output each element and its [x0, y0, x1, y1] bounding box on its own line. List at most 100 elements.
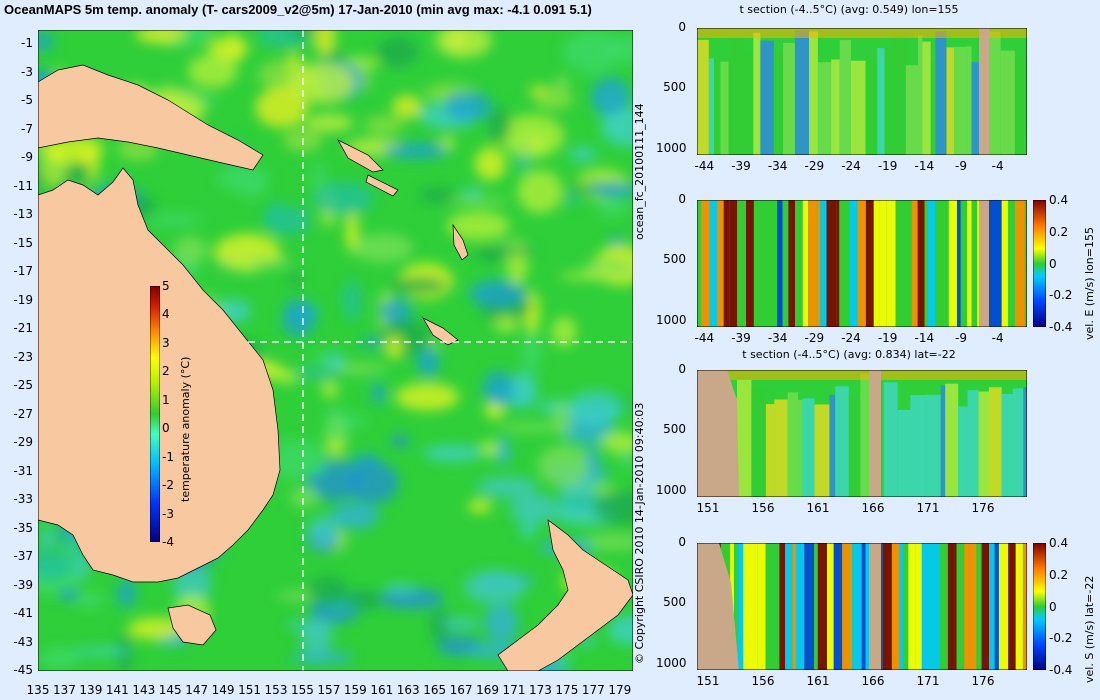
section-column [826, 200, 837, 327]
anomaly-patch [305, 113, 354, 132]
section-column [709, 200, 717, 327]
section-column [817, 543, 827, 670]
section4-colorbar-tick: 0 [1049, 599, 1057, 614]
map-y-tick: -35 [13, 520, 33, 535]
section-column [899, 543, 904, 670]
section-column [743, 543, 752, 670]
section-column [935, 31, 947, 155]
section-column [856, 399, 861, 497]
anomaly-patch [609, 235, 624, 246]
anomaly-patch [463, 187, 482, 198]
map-y-tick: -5 [21, 93, 33, 108]
section-column [765, 404, 775, 497]
section1-title: t section (-4..5°C) (avg: 0.549) lon=155 [739, 3, 959, 16]
anomaly-patch [601, 110, 633, 147]
section2-plot [697, 200, 1027, 327]
anomaly-patch [392, 95, 422, 119]
section-column [757, 543, 766, 670]
map-y-tick: -13 [13, 207, 33, 222]
map-x-tick: 169 [476, 683, 499, 697]
section-column [1008, 543, 1016, 670]
anomaly-patch [325, 352, 346, 368]
section-column [865, 543, 871, 670]
section-column [774, 543, 780, 670]
section1-x-tick: -24 [841, 159, 861, 173]
anomaly-patch [494, 438, 511, 465]
section-column [728, 39, 744, 155]
section-column [964, 543, 970, 670]
anomaly-patch [500, 114, 565, 158]
section-column [969, 543, 977, 670]
section-column [1024, 200, 1027, 327]
map-y-tick: -17 [13, 264, 33, 279]
anomaly-patch [59, 588, 79, 601]
section-column [1012, 388, 1024, 497]
anomaly-patch [345, 589, 384, 611]
section-column [820, 200, 827, 327]
anomaly-patch [73, 590, 105, 608]
map-x-tick: 171 [502, 683, 526, 697]
anomaly-patch [474, 147, 507, 181]
map-y-tick: -19 [13, 292, 33, 307]
anomaly-patch [348, 461, 399, 504]
section-column [946, 47, 955, 155]
section-column [716, 200, 724, 327]
anomaly-patch [188, 54, 238, 88]
land-mask [869, 543, 881, 670]
section-column [708, 58, 714, 155]
section-column [981, 543, 989, 670]
section-column [947, 543, 957, 670]
map-colorbar-tick: 4 [162, 307, 170, 322]
section3-x-tick: 161 [806, 501, 830, 515]
anomaly-patch [312, 352, 329, 364]
map-y-tick: -31 [13, 463, 33, 478]
map-y-tick: -21 [13, 321, 33, 336]
anomaly-patch [289, 271, 302, 287]
anomaly-patch [607, 615, 633, 645]
anomaly-patch [255, 87, 308, 128]
map-colorbar-tick: -1 [162, 449, 174, 464]
section-column [723, 200, 730, 327]
section-column [802, 398, 815, 497]
section-column [767, 200, 778, 327]
section3-x-tick: 176 [971, 501, 995, 515]
section2-y-tick: 1000 [656, 312, 687, 327]
section-column [917, 200, 925, 327]
section2-colorbar-tick: 0.4 [1049, 193, 1069, 207]
land-solomon-islands [337, 139, 399, 197]
map-y-tick: -3 [21, 64, 33, 79]
section4-y-tick: 1000 [656, 655, 687, 670]
map-plot [38, 30, 633, 671]
section-column [989, 543, 995, 670]
section-column [787, 392, 799, 497]
section-column [850, 200, 858, 327]
anomaly-patch [314, 30, 336, 55]
section-column [1014, 200, 1025, 327]
section-column [835, 386, 849, 497]
section-column [940, 385, 946, 497]
land-vanuatu [452, 223, 469, 261]
section4-x-tick: 176 [971, 674, 995, 688]
anomaly-patch [395, 383, 460, 411]
section4-colorbar-label: vel. S (m/s) lat=-22 [1083, 575, 1096, 683]
section-column [857, 200, 866, 327]
anomaly-patch [263, 205, 311, 236]
section4-colorbar-tick: -0.2 [1049, 631, 1073, 646]
map-colorbar-tick: 3 [162, 335, 170, 350]
section-column [861, 543, 866, 670]
map-x-tick: 157 [317, 683, 341, 697]
anomaly-patch [446, 211, 510, 241]
anomaly-patch [586, 443, 599, 469]
anomaly-patch [40, 524, 54, 550]
map-x-tick: 137 [52, 683, 76, 697]
land-mask [979, 200, 989, 327]
section1-x-tick: -14 [914, 159, 935, 173]
section-column [839, 200, 844, 327]
anomaly-patch [440, 617, 481, 630]
map-x-tick: 139 [79, 683, 103, 697]
section-column [918, 35, 923, 155]
map-x-tick: 177 [581, 683, 605, 697]
anomaly-patch [568, 391, 624, 425]
section-column [978, 391, 989, 497]
map-x-tick: 179 [608, 683, 632, 697]
